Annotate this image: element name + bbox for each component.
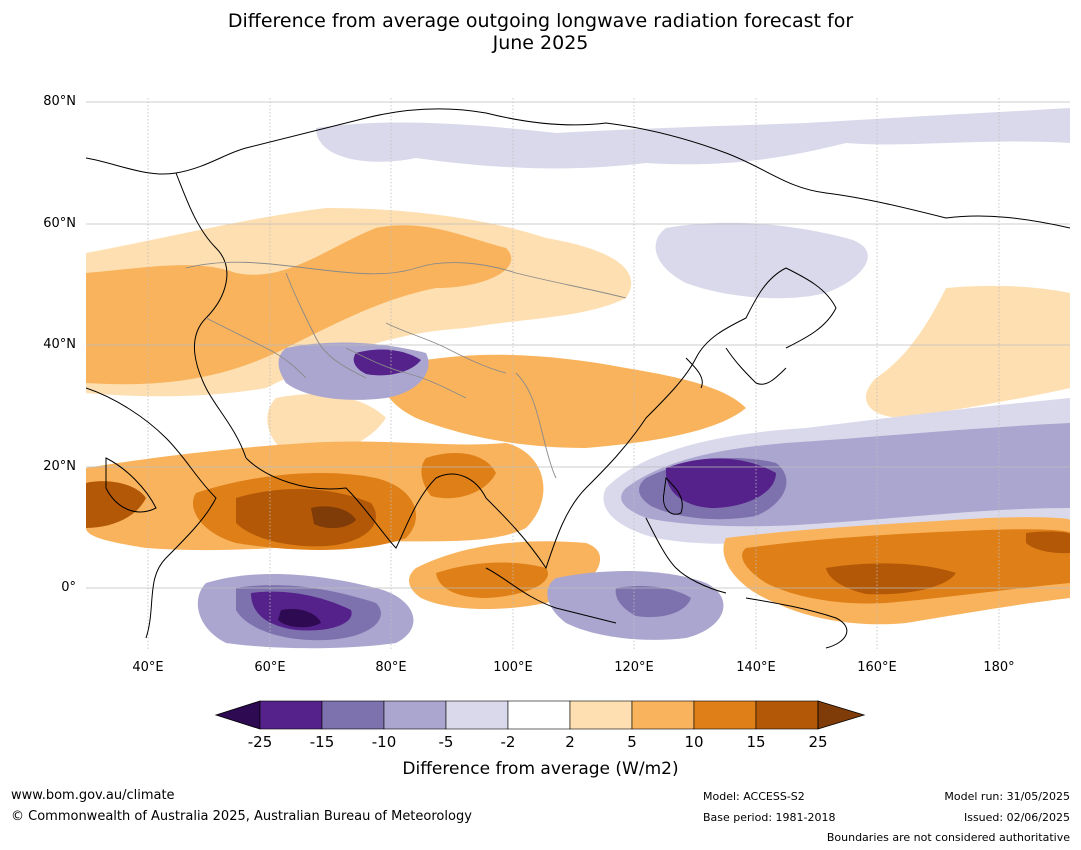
colorbar-segment-4 [445, 700, 509, 730]
colorbar-segment-high-extend [817, 700, 866, 730]
colorbar-segment-9 [755, 700, 819, 730]
title-line-2: June 2025 [492, 32, 589, 54]
colorbar-segment-8 [693, 700, 757, 730]
map-title: Difference from average outgoing longwav… [0, 10, 1081, 54]
coastlines [86, 108, 1070, 649]
colorbar-tick: -15 [309, 733, 335, 751]
colorbar-segment-6 [569, 700, 633, 730]
colorbar-tick: -2 [500, 733, 516, 751]
lon-label-140e: 140°E [736, 660, 776, 675]
colorbar-label: Difference from average (W/m2) [402, 759, 679, 779]
footer-base-period: Base period: 1981-2018 [703, 811, 836, 824]
lat-label-40n: 40°N [43, 337, 76, 352]
lon-label-80e: 80°E [375, 660, 407, 675]
colorbar-tick: -10 [371, 733, 397, 751]
footer-disclaimer: Boundaries are not considered authoritat… [826, 831, 1070, 844]
lon-label-100e: 100°E [493, 660, 533, 675]
lon-label-60e: 60°E [254, 660, 286, 675]
footer-model-run: Model run: 31/05/2025 [944, 790, 1070, 803]
colorbar-segment-3 [383, 700, 447, 730]
lon-label-180: 180° [983, 660, 1015, 675]
olr-anomaly-map [86, 98, 1070, 650]
colorbar-tick: 10 [684, 733, 704, 751]
colorbar-tick: 2 [565, 733, 575, 751]
colorbar-segment-7 [631, 700, 695, 730]
footer-issued: Issued: 02/06/2025 [963, 811, 1070, 824]
lat-label-20n: 20°N [43, 459, 76, 474]
colorbar-segment-1 [259, 700, 323, 730]
colorbar-tick: 25 [808, 733, 828, 751]
footer-model: Model: ACCESS-S2 [703, 790, 805, 803]
title-line-1: Difference from average outgoing longwav… [227, 10, 854, 32]
map-canvas [86, 98, 1070, 650]
lon-label-120e: 120°E [614, 660, 654, 675]
anomaly-shading [86, 108, 1070, 649]
footer-url[interactable]: www.bom.gov.au/climate [11, 788, 175, 803]
lon-label-160e: 160°E [857, 660, 897, 675]
colorbar-tick: -25 [247, 733, 273, 751]
colorbar-segment-5 [507, 700, 571, 730]
lon-label-40e: 40°E [132, 660, 164, 675]
graticule [86, 98, 1070, 650]
colorbar-tick: 5 [627, 733, 637, 751]
colorbar [214, 700, 866, 730]
colorbar-segment-2 [321, 700, 385, 730]
colorbar-tick: 15 [746, 733, 766, 751]
colorbar-segment-low-extend [214, 700, 261, 730]
footer-copyright: © Commonwealth of Australia 2025, Austra… [11, 809, 472, 824]
lat-label-80n: 80°N [43, 94, 76, 109]
lat-label-0: 0° [61, 580, 76, 595]
country-borders [185, 261, 627, 479]
colorbar-tick: -5 [438, 733, 454, 751]
lat-label-60n: 60°N [43, 216, 76, 231]
